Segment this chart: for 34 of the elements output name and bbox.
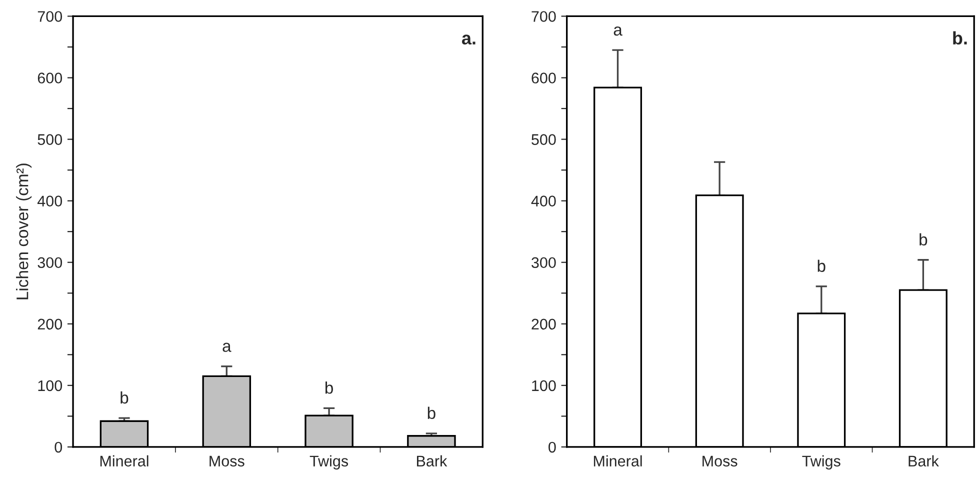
y-tick-label: 0 bbox=[548, 442, 556, 453]
x-tick-label: Bark bbox=[908, 455, 939, 467]
x-tick-label: Twigs bbox=[802, 455, 840, 470]
annotation: b bbox=[818, 260, 826, 272]
y-tick-label: 700 bbox=[38, 11, 62, 22]
x-tick-label: Twigs bbox=[310, 455, 348, 470]
x-tick-label: Moss bbox=[702, 456, 738, 467]
y-tick-label: 0 bbox=[54, 442, 62, 453]
y-tick-label: 600 bbox=[532, 72, 556, 84]
y-tick-label: 700 bbox=[532, 11, 556, 22]
annotation: a bbox=[222, 342, 232, 352]
x-tick-label: Mineral bbox=[100, 455, 148, 467]
y-tick-label: 200 bbox=[38, 318, 62, 330]
annotation: b. bbox=[953, 31, 967, 45]
annotation: b bbox=[428, 406, 436, 420]
y-tick-label: 400 bbox=[37, 196, 62, 207]
y-tick-label: 500 bbox=[532, 134, 556, 145]
y-axis-title: Lichen cover (cm²) bbox=[16, 164, 32, 300]
y-tick-label: 400 bbox=[531, 196, 556, 207]
x-tick-label: Bark bbox=[416, 455, 448, 467]
y-tick-label: 100 bbox=[38, 380, 62, 392]
annotation: a bbox=[614, 26, 622, 36]
annotation: b bbox=[920, 233, 928, 246]
x-tick-label: Mineral bbox=[594, 455, 642, 467]
x-tick-label: Moss bbox=[210, 456, 244, 467]
y-tick-label: 300 bbox=[38, 257, 62, 268]
y-tick-label: 100 bbox=[532, 380, 556, 392]
y-tick-label: 600 bbox=[38, 72, 62, 84]
annotation: b bbox=[120, 391, 128, 404]
annotation: a. bbox=[462, 34, 476, 45]
y-tick-label: 300 bbox=[532, 257, 556, 268]
y-tick-label: 200 bbox=[532, 318, 556, 330]
y-tick-label: 500 bbox=[38, 134, 62, 145]
annotation: b bbox=[325, 382, 333, 394]
